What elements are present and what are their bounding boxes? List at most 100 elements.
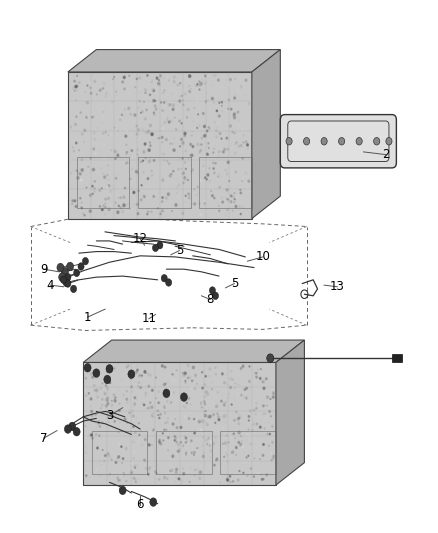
Circle shape bbox=[235, 205, 237, 208]
Circle shape bbox=[189, 398, 190, 399]
Circle shape bbox=[189, 75, 191, 77]
Circle shape bbox=[237, 418, 240, 421]
Circle shape bbox=[159, 75, 162, 77]
Circle shape bbox=[84, 129, 86, 132]
Circle shape bbox=[160, 413, 161, 415]
Circle shape bbox=[185, 93, 186, 95]
Circle shape bbox=[87, 415, 88, 416]
Circle shape bbox=[120, 207, 122, 209]
Circle shape bbox=[199, 477, 201, 480]
Circle shape bbox=[198, 421, 200, 423]
Circle shape bbox=[171, 469, 173, 472]
Circle shape bbox=[214, 135, 216, 138]
Circle shape bbox=[239, 417, 240, 418]
Circle shape bbox=[177, 443, 180, 446]
Circle shape bbox=[182, 85, 184, 87]
Circle shape bbox=[78, 82, 80, 84]
Circle shape bbox=[184, 177, 186, 180]
Circle shape bbox=[115, 177, 117, 179]
Circle shape bbox=[82, 105, 83, 106]
Circle shape bbox=[255, 377, 257, 379]
Circle shape bbox=[244, 174, 246, 177]
Circle shape bbox=[179, 120, 180, 122]
Circle shape bbox=[187, 108, 189, 109]
Circle shape bbox=[229, 158, 230, 159]
Circle shape bbox=[205, 177, 206, 179]
Circle shape bbox=[199, 84, 201, 86]
Circle shape bbox=[234, 398, 235, 400]
Circle shape bbox=[216, 458, 218, 460]
Circle shape bbox=[191, 386, 192, 389]
Text: 9: 9 bbox=[40, 263, 48, 276]
Circle shape bbox=[205, 391, 208, 393]
Circle shape bbox=[339, 138, 345, 145]
Circle shape bbox=[152, 88, 153, 91]
Circle shape bbox=[183, 182, 184, 183]
Circle shape bbox=[205, 75, 206, 77]
Circle shape bbox=[96, 93, 97, 94]
Circle shape bbox=[248, 420, 249, 421]
Circle shape bbox=[170, 201, 171, 204]
Circle shape bbox=[102, 132, 104, 134]
Circle shape bbox=[81, 158, 83, 160]
Circle shape bbox=[226, 79, 227, 80]
Circle shape bbox=[116, 91, 117, 92]
Circle shape bbox=[205, 410, 206, 411]
Circle shape bbox=[99, 206, 100, 207]
Circle shape bbox=[237, 111, 238, 113]
Circle shape bbox=[133, 205, 134, 206]
Circle shape bbox=[107, 416, 109, 417]
Circle shape bbox=[107, 400, 108, 401]
Circle shape bbox=[169, 102, 170, 103]
Circle shape bbox=[164, 412, 166, 414]
Circle shape bbox=[233, 433, 234, 434]
Circle shape bbox=[146, 109, 147, 110]
Circle shape bbox=[184, 135, 186, 137]
Circle shape bbox=[126, 125, 127, 126]
Circle shape bbox=[252, 430, 253, 431]
Circle shape bbox=[198, 469, 199, 471]
Circle shape bbox=[221, 138, 222, 139]
Circle shape bbox=[240, 213, 241, 215]
Circle shape bbox=[183, 172, 184, 174]
Circle shape bbox=[203, 437, 204, 438]
Circle shape bbox=[188, 398, 189, 400]
Circle shape bbox=[99, 475, 100, 476]
Circle shape bbox=[153, 100, 155, 102]
Circle shape bbox=[90, 406, 91, 407]
Circle shape bbox=[234, 202, 235, 203]
Circle shape bbox=[131, 470, 132, 472]
Circle shape bbox=[242, 178, 243, 179]
Circle shape bbox=[91, 434, 92, 436]
Circle shape bbox=[107, 174, 108, 175]
Circle shape bbox=[235, 78, 236, 79]
Circle shape bbox=[133, 458, 134, 459]
Circle shape bbox=[91, 411, 92, 413]
Circle shape bbox=[188, 193, 189, 194]
Circle shape bbox=[108, 108, 109, 110]
Circle shape bbox=[216, 136, 217, 138]
Circle shape bbox=[219, 132, 221, 134]
Circle shape bbox=[264, 427, 265, 429]
Circle shape bbox=[178, 378, 179, 379]
Circle shape bbox=[175, 481, 176, 482]
Circle shape bbox=[183, 374, 185, 376]
Circle shape bbox=[152, 416, 154, 417]
Circle shape bbox=[84, 215, 85, 216]
Circle shape bbox=[245, 79, 247, 82]
Circle shape bbox=[114, 400, 116, 402]
Circle shape bbox=[203, 165, 204, 166]
Circle shape bbox=[184, 406, 185, 408]
Circle shape bbox=[110, 190, 112, 192]
Circle shape bbox=[206, 166, 207, 167]
Text: 5: 5 bbox=[176, 244, 183, 257]
Circle shape bbox=[166, 429, 167, 430]
Circle shape bbox=[180, 139, 182, 140]
Circle shape bbox=[95, 389, 98, 392]
Circle shape bbox=[259, 377, 261, 379]
Circle shape bbox=[74, 269, 80, 277]
Circle shape bbox=[141, 199, 142, 200]
Circle shape bbox=[164, 407, 165, 408]
Circle shape bbox=[234, 95, 236, 96]
Circle shape bbox=[243, 472, 244, 473]
